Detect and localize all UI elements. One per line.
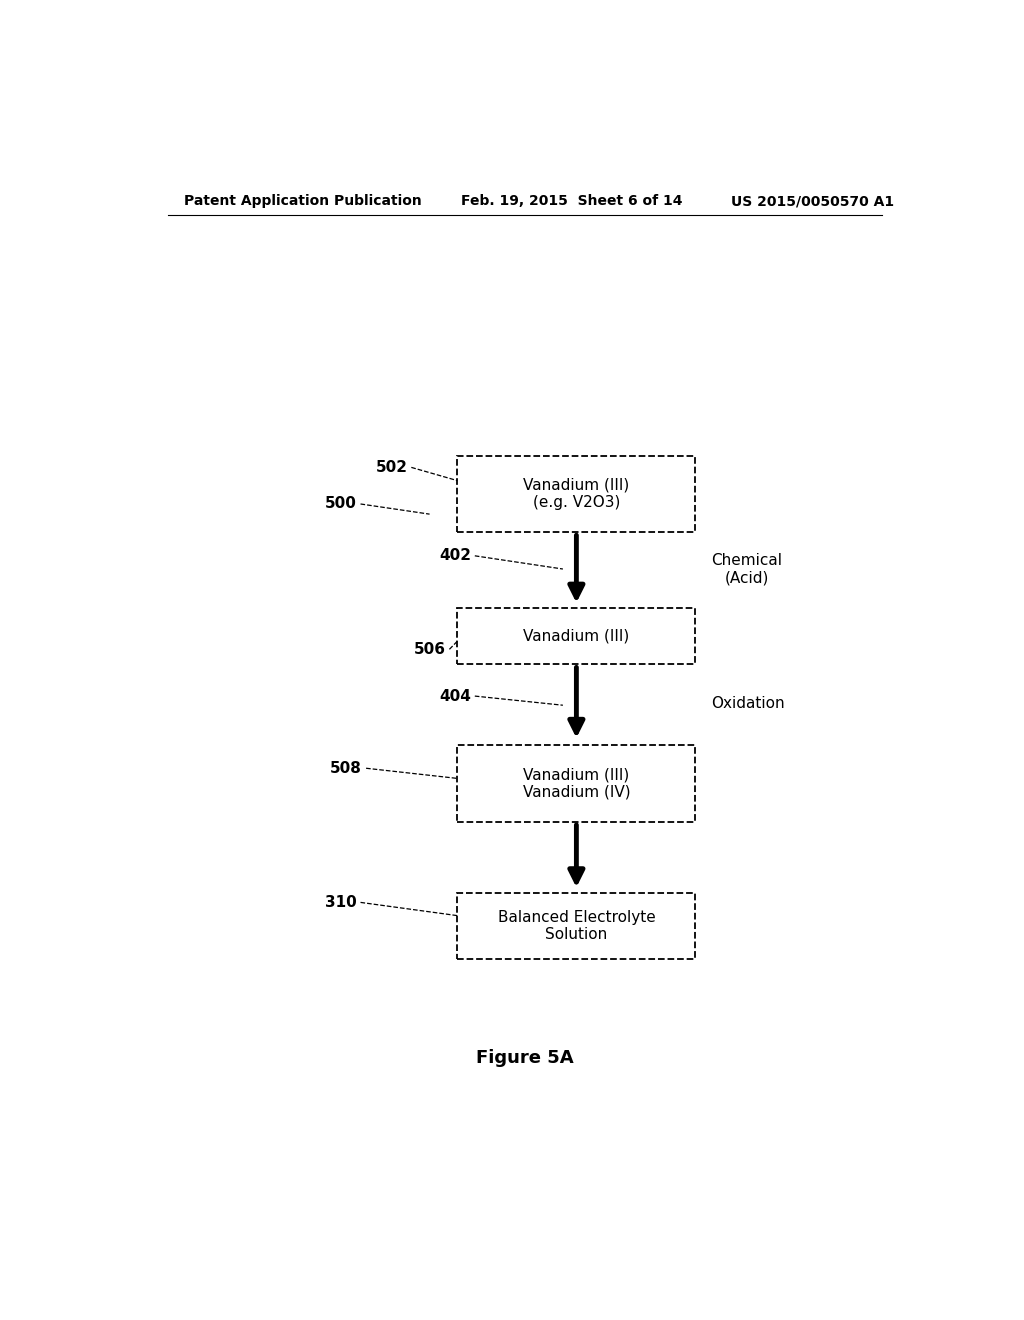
- FancyBboxPatch shape: [458, 892, 695, 958]
- Text: Oxidation: Oxidation: [712, 696, 785, 710]
- Text: 310: 310: [325, 895, 356, 909]
- Text: 502: 502: [376, 459, 408, 475]
- Text: Vanadium (III): Vanadium (III): [523, 628, 630, 644]
- Text: Chemical
(Acid): Chemical (Acid): [712, 553, 782, 585]
- FancyBboxPatch shape: [458, 455, 695, 532]
- Text: Feb. 19, 2015  Sheet 6 of 14: Feb. 19, 2015 Sheet 6 of 14: [461, 194, 683, 209]
- Text: Patent Application Publication: Patent Application Publication: [183, 194, 421, 209]
- Text: 404: 404: [439, 689, 471, 704]
- Text: US 2015/0050570 A1: US 2015/0050570 A1: [731, 194, 894, 209]
- Text: Vanadium (III)
(e.g. V2O3): Vanadium (III) (e.g. V2O3): [523, 478, 630, 510]
- Text: 500: 500: [325, 496, 356, 511]
- Text: Figure 5A: Figure 5A: [476, 1049, 573, 1067]
- Text: Balanced Electrolyte
Solution: Balanced Electrolyte Solution: [498, 909, 655, 942]
- FancyBboxPatch shape: [458, 609, 695, 664]
- FancyBboxPatch shape: [458, 746, 695, 821]
- Text: Vanadium (III)
Vanadium (IV): Vanadium (III) Vanadium (IV): [522, 767, 630, 800]
- Text: 402: 402: [439, 548, 471, 564]
- Text: 508: 508: [330, 760, 362, 776]
- Text: 506: 506: [414, 642, 445, 657]
